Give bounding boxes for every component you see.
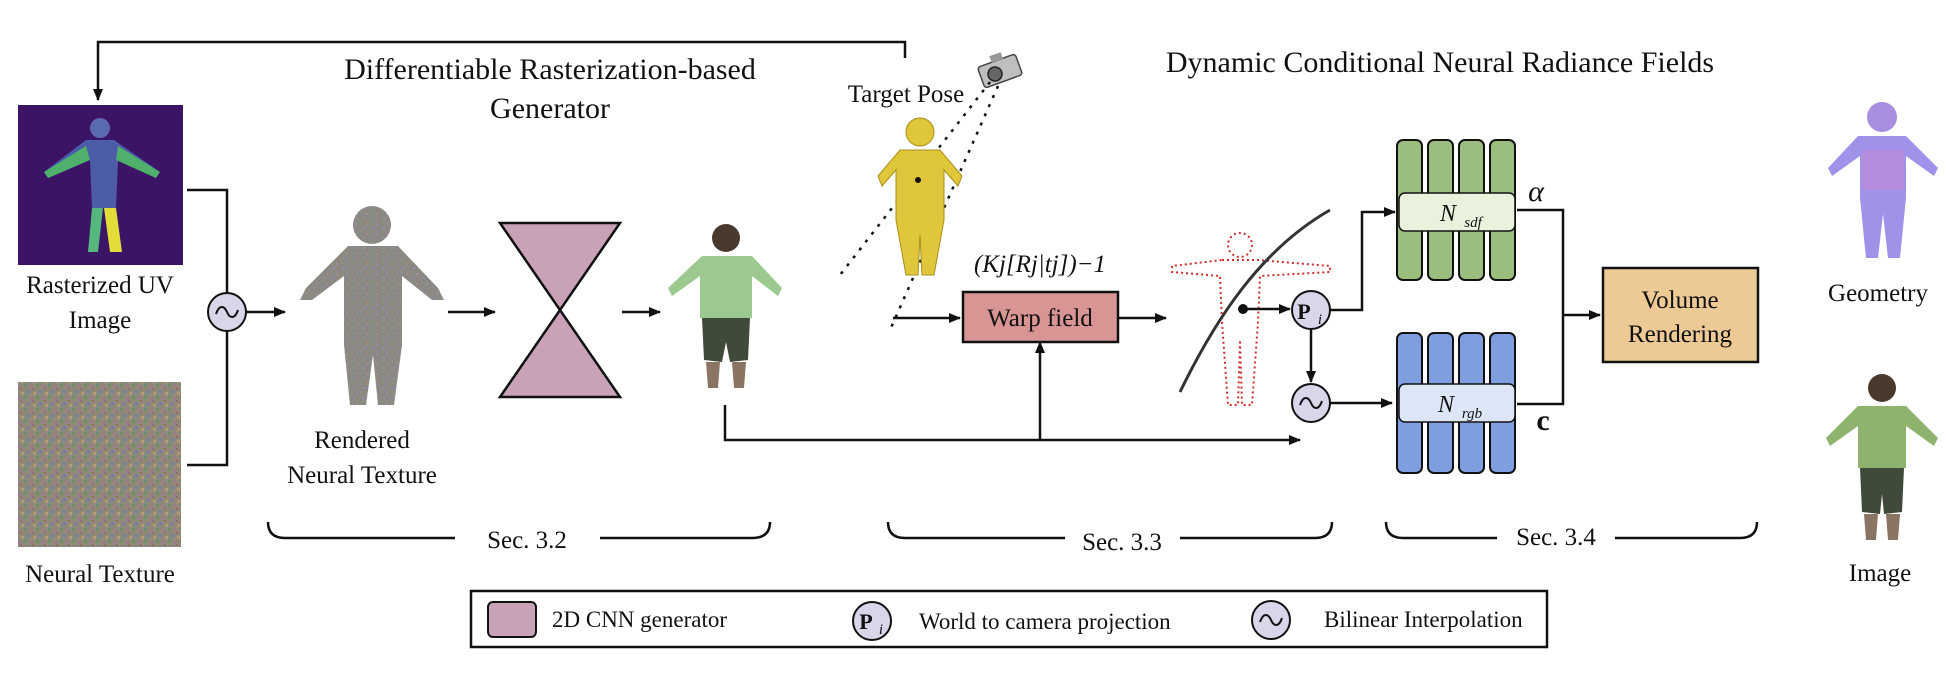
rgb-label-letter: N — [1437, 392, 1456, 418]
section-label-3-4: Sec. 3.4 — [1516, 524, 1596, 551]
legend-projection-label: World to camera projection — [919, 609, 1171, 634]
nerf-title: Dynamic Conditional Neural Radiance Fiel… — [1166, 46, 1714, 79]
warp-field-label: Warp field — [987, 305, 1093, 332]
feedback-arrow — [93, 40, 907, 101]
rgb-label-sub: rgb — [1462, 406, 1483, 422]
rendered-label-line1: Rendered — [314, 427, 410, 454]
sdf-label-sub: sdf — [1464, 215, 1483, 231]
person-bus-line — [723, 405, 1301, 445]
interp-node-2 — [1291, 383, 1331, 423]
projection-node: P i — [1291, 290, 1331, 330]
rgb-output-c: c — [1536, 404, 1549, 437]
canonical-point-cloud — [1171, 232, 1331, 406]
arrow-projection-to-sdf — [1330, 207, 1396, 312]
volume-rendering-box — [1601, 266, 1760, 364]
geometry-output-figure — [1828, 102, 1938, 258]
legend-box — [469, 589, 1549, 649]
geometry-label: Geometry — [1828, 280, 1928, 307]
tilde-icon — [215, 306, 239, 318]
generator-title-line2: Generator — [490, 92, 610, 125]
legend-cnn-label: 2D CNN generator — [552, 607, 727, 632]
tilde-icon — [1259, 614, 1283, 626]
uv-image-label-line2: Image — [69, 307, 131, 334]
legend-cnn-swatch — [487, 601, 537, 638]
image-output-figure — [1826, 374, 1938, 540]
legend-projection-sub: i — [879, 622, 883, 638]
projection-node-letter: P — [1297, 299, 1310, 324]
camera-ray-2 — [888, 85, 1000, 331]
sdf-network: N sdf — [1396, 139, 1516, 281]
volume-label-line2: Rendering — [1628, 321, 1733, 348]
target-pose-figure — [877, 117, 963, 276]
cnn-generator — [497, 221, 623, 399]
tilde-icon — [1299, 397, 1323, 409]
generated-person — [668, 224, 782, 388]
neural-texture-image — [18, 382, 181, 547]
sdf-label-letter: N — [1439, 201, 1458, 227]
uv-image-label-line1: Rasterized UV — [26, 272, 174, 299]
legend-interp-label: Bilinear Interpolation — [1324, 607, 1523, 632]
section-brace-3-4 — [1384, 521, 1759, 540]
warp-formula: (Kj[Rj|tj])−1 — [974, 251, 1106, 278]
camera-icon — [977, 52, 1023, 89]
rendered-label-line2: Neural Texture — [287, 462, 437, 489]
legend-interp-node — [1251, 600, 1291, 640]
generator-title-line1: Differentiable Rasterization-based — [344, 53, 756, 86]
section-brace-3-2 — [266, 521, 772, 540]
interp-node-1 — [207, 292, 247, 332]
image-label: Image — [1849, 560, 1911, 587]
pose-joint-dot — [915, 177, 921, 183]
legend-projection-node: P i — [852, 601, 892, 641]
section-label-3-2: Sec. 3.2 — [487, 527, 567, 554]
sample-point — [1238, 304, 1248, 314]
sdf-output-alpha: α — [1528, 175, 1545, 208]
sdf-to-volume-line — [1517, 208, 1565, 406]
target-pose-label: Target Pose — [848, 81, 965, 108]
uv-figure — [44, 118, 160, 252]
legend-projection-letter: P — [859, 609, 872, 634]
section-brace-3-3 — [886, 521, 1334, 540]
projection-node-sub: i — [1318, 312, 1322, 328]
section-label-3-3: Sec. 3.3 — [1082, 529, 1162, 556]
rgb-network: N rgb — [1396, 332, 1516, 474]
uv-image — [18, 105, 183, 265]
ray-curve — [1178, 208, 1331, 393]
volume-label-line1: Volume — [1641, 287, 1718, 314]
rendered-texture-figure — [300, 206, 444, 405]
neural-texture-label: Neural Texture — [25, 561, 175, 588]
